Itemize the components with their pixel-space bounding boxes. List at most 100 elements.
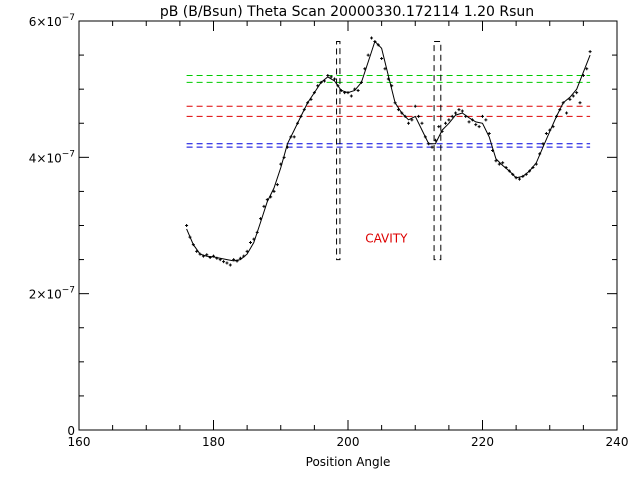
data-point — [349, 94, 353, 98]
data-point — [279, 162, 283, 166]
data-point — [427, 142, 431, 146]
data-point — [396, 108, 400, 112]
data-point — [528, 169, 532, 173]
data-point — [322, 79, 326, 83]
data-point — [487, 131, 491, 135]
cavity-box-2 — [433, 40, 442, 261]
cavity-label: CAVITY — [365, 232, 408, 246]
data-point — [296, 121, 300, 125]
data-point — [383, 67, 387, 71]
data-point — [430, 145, 434, 149]
data-point — [306, 101, 310, 105]
data-point — [575, 91, 579, 95]
data-point — [450, 114, 454, 118]
y-tick-label: 4×10−7 — [29, 149, 75, 165]
data-point — [363, 67, 367, 71]
data-point — [514, 176, 518, 180]
data-point — [571, 94, 575, 98]
plot-area: CAVITY — [185, 36, 592, 267]
data-point — [491, 149, 495, 153]
data-point — [245, 249, 249, 253]
data-point — [359, 80, 363, 84]
x-tick-label: 220 — [471, 435, 494, 449]
data-point — [366, 53, 370, 57]
data-point — [511, 172, 515, 176]
y-tick-label: 6×10−7 — [29, 13, 75, 29]
data-point — [225, 261, 229, 265]
data-point — [228, 263, 232, 267]
data-point — [272, 189, 276, 193]
data-point — [444, 121, 448, 125]
data-point — [481, 114, 484, 118]
data-point — [336, 84, 340, 88]
data-point — [212, 254, 215, 258]
data-point — [222, 260, 226, 264]
data-point — [531, 166, 535, 170]
data-point — [433, 138, 437, 142]
data-point — [588, 50, 592, 54]
data-point — [413, 104, 417, 108]
data-point — [346, 91, 350, 95]
data-point — [437, 125, 441, 129]
x-axis-label: Position Angle — [306, 455, 391, 469]
data-point — [269, 195, 273, 199]
data-point — [343, 91, 347, 95]
data-point — [319, 80, 323, 84]
data-point — [215, 256, 219, 260]
data-point — [460, 109, 464, 113]
data-point — [504, 166, 508, 170]
data-point — [218, 258, 222, 262]
data-point — [565, 111, 569, 115]
data-point — [561, 101, 565, 105]
data-point — [380, 56, 384, 60]
data-point — [447, 118, 451, 122]
data-point — [568, 97, 572, 101]
data-point — [386, 77, 390, 81]
data-point — [544, 131, 548, 135]
data-point — [417, 114, 421, 118]
data-point — [188, 235, 192, 239]
x-tick-label: 180 — [202, 435, 225, 449]
data-point — [339, 89, 343, 93]
data-point — [494, 159, 498, 163]
data-point — [242, 254, 246, 258]
data-point — [376, 43, 380, 47]
data-point — [208, 256, 212, 260]
data-point — [205, 253, 209, 257]
data-point — [585, 67, 589, 71]
data-point — [285, 145, 289, 149]
data-point — [501, 161, 505, 165]
data-point — [581, 74, 585, 78]
data-point — [275, 183, 279, 187]
data-point — [201, 254, 205, 258]
data-point — [538, 152, 542, 156]
data-point — [578, 101, 582, 105]
data-point — [289, 135, 293, 139]
axes: 160 180 200 220 240 0 2×10−7 4×10−7 6×10−7 — [29, 13, 629, 449]
data-point — [326, 74, 330, 78]
data-point — [393, 101, 397, 105]
data-point — [292, 135, 296, 139]
data-point — [554, 114, 558, 118]
data-point — [373, 39, 377, 43]
data-point — [333, 77, 337, 81]
data-point — [259, 217, 263, 221]
data-point — [248, 241, 252, 245]
data-point — [534, 162, 538, 166]
data-point — [524, 172, 528, 176]
data-point — [467, 120, 471, 124]
data-point — [235, 259, 239, 263]
data-point — [282, 155, 286, 159]
x-tick-label: 160 — [68, 435, 91, 449]
data-point — [191, 243, 195, 247]
chart-title: pB (B/Bsun) Theta Scan 20000330.172114 1… — [160, 4, 534, 20]
data-point — [484, 118, 488, 122]
data-point — [477, 125, 481, 129]
y-tick-label: 2×10−7 — [29, 286, 75, 302]
data-point — [551, 125, 555, 129]
data-point — [454, 111, 458, 115]
data-point — [457, 108, 461, 112]
data-point — [312, 91, 316, 95]
